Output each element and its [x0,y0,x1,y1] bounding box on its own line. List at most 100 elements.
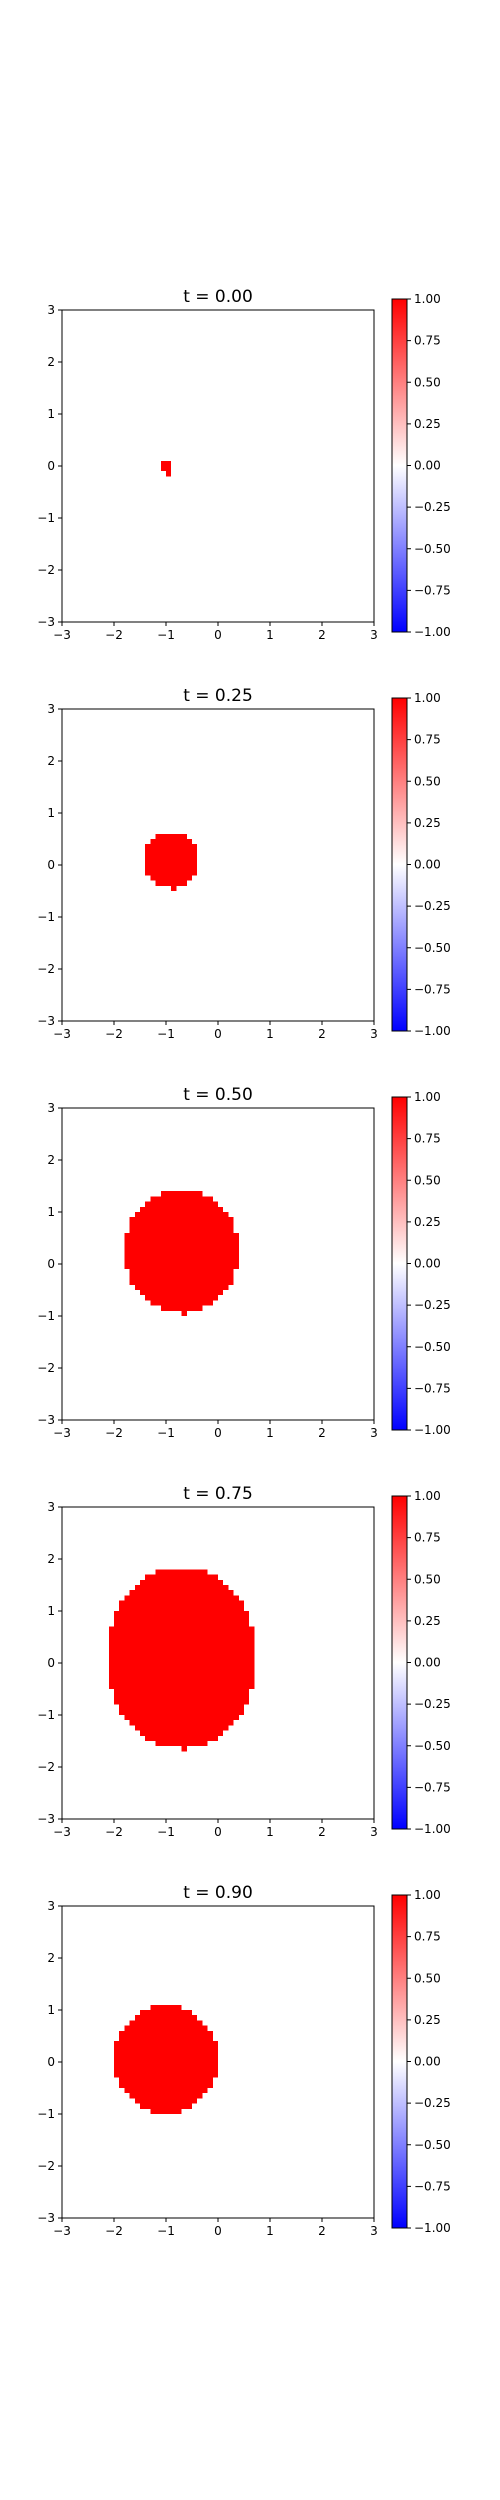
colorbar-tick-label: 0.75 [414,1531,441,1545]
panels: t = 0.00 −3 −2 −1 0 1 2 3 −3 −2 −1 0 1 2 3 1.00 0.75 0.50… [37,287,450,2238]
y-tick-label: −3 [37,2211,55,2225]
x-tick-label: 2 [318,2224,326,2238]
colorbar-tick-label: 0.00 [414,459,441,473]
colorbar-tick-label: −0.50 [414,941,451,955]
x-tick-label: 0 [214,1027,222,1041]
y-tick-label: 1 [47,806,55,820]
colorbar-tick-label: 0.25 [414,417,441,431]
x-tick-label: −1 [157,628,175,642]
colorbar-tick-label: −0.75 [414,1381,451,1395]
colorbar-tick-label: 0.50 [414,375,441,389]
y-tick-label: 3 [47,303,55,317]
colorbar-tick-label: 0.25 [414,1215,441,1229]
x-tick-label: −1 [157,2224,175,2238]
panel-title: t = 0.50 [183,1085,253,1105]
panel-title: t = 0.25 [183,686,253,706]
y-tick-label: −2 [37,563,55,577]
x-tick-label: −1 [157,1426,175,1440]
panel-title: t = 0.90 [183,1883,253,1903]
y-tick-label: −1 [37,910,55,924]
x-tick-label: 0 [214,1825,222,1839]
x-tick-label: 2 [318,1825,326,1839]
y-tick-label: 0 [47,1257,55,1271]
y-tick-label: −1 [37,511,55,525]
y-tick-label: 1 [47,1604,55,1618]
colorbar-tick-label: −0.75 [414,982,451,996]
colorbar-tick-label: −0.50 [414,542,451,556]
x-tick-label: −3 [53,1426,71,1440]
colorbar-tick-label: −1.00 [414,1024,451,1038]
colorbar-tick-label: −0.25 [414,899,451,913]
colorbar-tick-label: −0.25 [414,500,451,514]
x-tick-label: 3 [370,1426,378,1440]
colorbar-tick-label: −1.00 [414,1423,451,1437]
x-tick-label: 3 [370,1825,378,1839]
y-tick-label: −3 [37,615,55,629]
colorbar-tick-label: 0.50 [414,774,441,788]
y-tick-label: 1 [47,1205,55,1219]
panel-title: t = 0.75 [183,1484,253,1504]
y-tick-label: −2 [37,1760,55,1774]
colorbar-tick-label: 0.75 [414,1132,441,1146]
x-tick-label: 1 [266,2224,274,2238]
x-tick-label: 2 [318,628,326,642]
heatmap-region [145,833,198,891]
colorbar-tick-label: −0.75 [414,2179,451,2193]
colorbar-tick-label: −1.00 [414,1822,451,1836]
panel-title: t = 0.00 [183,287,253,307]
y-tick-label: 3 [47,1101,55,1115]
y-tick-label: −2 [37,2159,55,2173]
x-tick-label: 1 [266,1426,274,1440]
y-tick-label: 2 [47,754,55,768]
x-tick-label: 1 [266,628,274,642]
x-tick-label: 2 [318,1027,326,1041]
x-tick-label: −1 [157,1027,175,1041]
y-tick-label: 0 [47,459,55,473]
y-tick-label: −3 [37,1812,55,1826]
x-tick-label: 1 [266,1027,274,1041]
y-tick-label: −2 [37,1361,55,1375]
x-tick-label: −3 [53,1027,71,1041]
colorbar-tick-label: 0.75 [414,334,441,348]
y-tick-label: 2 [47,1153,55,1167]
y-tick-label: −1 [37,1708,55,1722]
colorbar-tick-label: −0.75 [414,1780,451,1794]
y-tick-label: 1 [47,2003,55,2017]
colorbar-tick-label: 1.00 [414,1489,441,1503]
x-tick-label: −3 [53,628,71,642]
y-tick-label: −2 [37,962,55,976]
panel-3: t = 0.75 −3 −2 −1 0 1 2 3 −3 −2 −1 0 1 2 3 1.00 0.75 0.50… [37,1484,450,1839]
colorbar-tick-label: 0.75 [414,1930,441,1944]
x-tick-label: 2 [318,1426,326,1440]
colorbar-tick-label: −0.50 [414,1340,451,1354]
x-tick-label: 1 [266,1825,274,1839]
x-tick-label: 0 [214,1426,222,1440]
colorbar-tick-label: −1.00 [414,625,451,639]
x-tick-label: −2 [105,628,123,642]
y-tick-label: −1 [37,2107,55,2121]
colorbar [391,1096,408,1431]
y-tick-label: −1 [37,1309,55,1323]
colorbar [391,1894,408,2229]
colorbar-tick-label: −0.50 [414,2138,451,2152]
heatmap-region [160,460,172,477]
colorbar-tick-label: 1.00 [414,1090,441,1104]
x-tick-label: −2 [105,1426,123,1440]
x-tick-label: −2 [105,1027,123,1041]
colorbar-tick-label: −0.50 [414,1739,451,1753]
colorbar-tick-label: 1.00 [414,292,441,306]
panel-4: t = 0.90 −3 −2 −1 0 1 2 3 −3 −2 −1 0 1 2 3 1.00 0.75 0.50… [37,1883,450,2238]
y-tick-label: 3 [47,702,55,716]
colorbar-tick-label: 0.00 [414,2055,441,2069]
colorbar-tick-label: 0.50 [414,1971,441,1985]
heatmap-region [114,2004,218,2114]
colorbar-tick-label: 0.25 [414,2013,441,2027]
x-tick-label: −3 [53,1825,71,1839]
y-tick-label: 2 [47,1552,55,1566]
x-tick-label: 3 [370,628,378,642]
x-tick-label: −3 [53,2224,71,2238]
x-tick-label: −2 [105,2224,123,2238]
colorbar-tick-label: 0.25 [414,1614,441,1628]
x-tick-label: 3 [370,1027,378,1041]
